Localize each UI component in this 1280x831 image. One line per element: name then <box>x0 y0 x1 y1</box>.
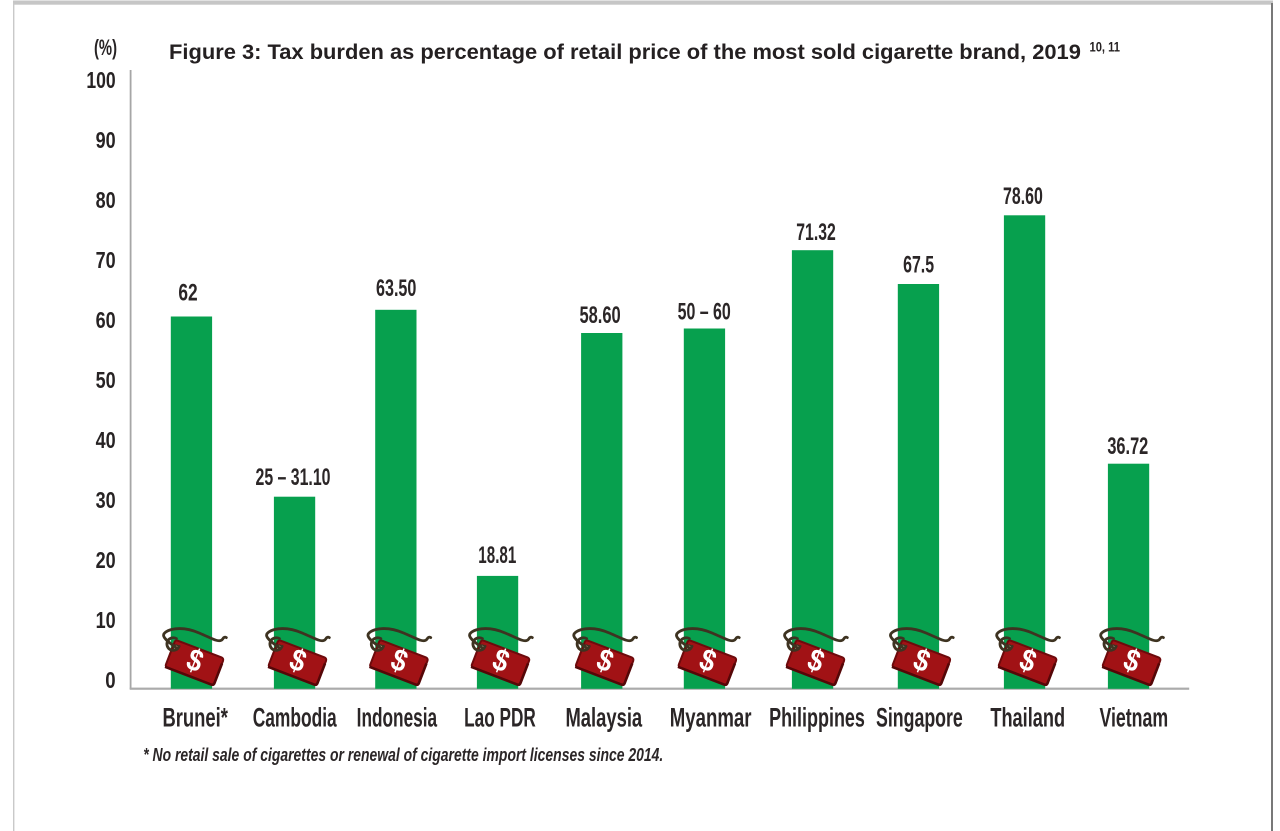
svg-text:Malaysia: Malaysia <box>565 702 642 732</box>
svg-text:Vietnam: Vietnam <box>1099 702 1168 733</box>
svg-text:Indonesia: Indonesia <box>357 702 438 733</box>
svg-text:63.50: 63.50 <box>376 275 416 302</box>
svg-text:Philippines: Philippines <box>769 702 865 733</box>
svg-text:18.81: 18.81 <box>478 542 516 568</box>
svg-text:30: 30 <box>96 488 116 514</box>
svg-text:100: 100 <box>86 68 115 94</box>
svg-text:40: 40 <box>96 428 116 454</box>
svg-text:25 – 31.10: 25 – 31.10 <box>256 465 331 491</box>
svg-text:0: 0 <box>105 668 115 693</box>
svg-text:36.72: 36.72 <box>1107 433 1148 460</box>
svg-text:20: 20 <box>96 548 116 574</box>
svg-text:62: 62 <box>178 280 197 306</box>
svg-text:50 – 60: 50 – 60 <box>678 299 731 325</box>
svg-text:Myanmar: Myanmar <box>670 702 752 732</box>
svg-text:Lao PDR: Lao PDR <box>464 703 536 733</box>
svg-text:90: 90 <box>96 128 116 154</box>
svg-text:10, 11: 10, 11 <box>1090 39 1121 54</box>
svg-text:58.60: 58.60 <box>579 302 620 329</box>
svg-text:Brunei*: Brunei* <box>162 702 227 732</box>
svg-text:80: 80 <box>96 188 116 214</box>
svg-text:* No retail sale of cigarettes: * No retail sale of cigarettes or renewa… <box>143 745 663 765</box>
svg-text:67.5: 67.5 <box>903 252 934 278</box>
svg-text:Singapore: Singapore <box>876 702 963 733</box>
svg-text:50: 50 <box>96 368 116 394</box>
svg-text:(%): (%) <box>94 35 117 60</box>
svg-text:70: 70 <box>96 248 116 274</box>
svg-text:71.32: 71.32 <box>796 220 835 246</box>
svg-text:Thailand: Thailand <box>990 702 1065 733</box>
svg-text:Cambodia: Cambodia <box>253 702 337 733</box>
svg-text:60: 60 <box>96 308 116 334</box>
svg-text:78.60: 78.60 <box>1003 184 1043 210</box>
svg-text:Figure 3: Tax burden as percen: Figure 3: Tax burden as percentage of re… <box>169 39 1081 64</box>
svg-text:10: 10 <box>96 608 116 634</box>
